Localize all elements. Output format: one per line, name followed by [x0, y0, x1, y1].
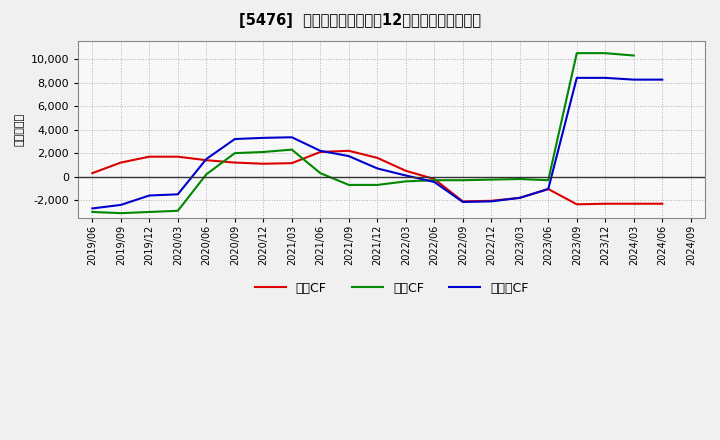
フリーCF: [459, 199, 467, 205]
Line: 営業CF: 営業CF: [92, 151, 662, 204]
投資CF: [259, 149, 268, 154]
投資CF: [202, 172, 211, 177]
投資CF: [117, 210, 125, 216]
Line: 投資CF: 投資CF: [92, 53, 634, 213]
営業CF: [629, 201, 638, 206]
Y-axis label: （百万円）: （百万円）: [15, 113, 25, 146]
投資CF: [601, 51, 610, 56]
フリーCF: [202, 156, 211, 161]
フリーCF: [259, 135, 268, 140]
フリーCF: [402, 173, 410, 178]
投資CF: [230, 150, 239, 156]
営業CF: [145, 154, 153, 159]
営業CF: [316, 149, 325, 154]
営業CF: [344, 148, 353, 154]
投資CF: [572, 51, 581, 56]
営業CF: [658, 201, 667, 206]
営業CF: [230, 160, 239, 165]
営業CF: [572, 202, 581, 207]
投資CF: [402, 179, 410, 184]
営業CF: [516, 195, 524, 201]
営業CF: [544, 187, 552, 192]
フリーCF: [287, 135, 296, 140]
営業CF: [402, 168, 410, 173]
営業CF: [174, 154, 182, 159]
投資CF: [287, 147, 296, 152]
投資CF: [316, 171, 325, 176]
投資CF: [430, 178, 438, 183]
投資CF: [373, 182, 382, 187]
営業CF: [459, 199, 467, 204]
営業CF: [117, 160, 125, 165]
投資CF: [145, 209, 153, 215]
フリーCF: [487, 199, 495, 204]
フリーCF: [117, 202, 125, 208]
投資CF: [487, 177, 495, 182]
営業CF: [373, 155, 382, 161]
投資CF: [544, 178, 552, 183]
フリーCF: [316, 148, 325, 154]
営業CF: [287, 161, 296, 166]
Line: フリーCF: フリーCF: [92, 78, 662, 209]
Text: [5476]  キャッシュフローの12か月移動合計の推移: [5476] キャッシュフローの12か月移動合計の推移: [239, 13, 481, 28]
フリーCF: [174, 192, 182, 197]
投資CF: [516, 176, 524, 182]
フリーCF: [544, 187, 552, 192]
営業CF: [88, 171, 96, 176]
投資CF: [344, 182, 353, 187]
フリーCF: [230, 136, 239, 142]
フリーCF: [629, 77, 638, 82]
営業CF: [601, 201, 610, 206]
投資CF: [629, 53, 638, 58]
フリーCF: [145, 193, 153, 198]
営業CF: [487, 198, 495, 203]
フリーCF: [430, 180, 438, 185]
フリーCF: [344, 154, 353, 159]
投資CF: [88, 209, 96, 215]
フリーCF: [88, 206, 96, 211]
営業CF: [202, 158, 211, 163]
投資CF: [174, 208, 182, 213]
フリーCF: [658, 77, 667, 82]
フリーCF: [601, 75, 610, 81]
フリーCF: [516, 195, 524, 201]
フリーCF: [572, 75, 581, 81]
フリーCF: [373, 166, 382, 171]
投資CF: [459, 178, 467, 183]
営業CF: [259, 161, 268, 166]
営業CF: [430, 176, 438, 182]
Legend: 営業CF, 投資CF, フリーCF: 営業CF, 投資CF, フリーCF: [250, 277, 534, 300]
